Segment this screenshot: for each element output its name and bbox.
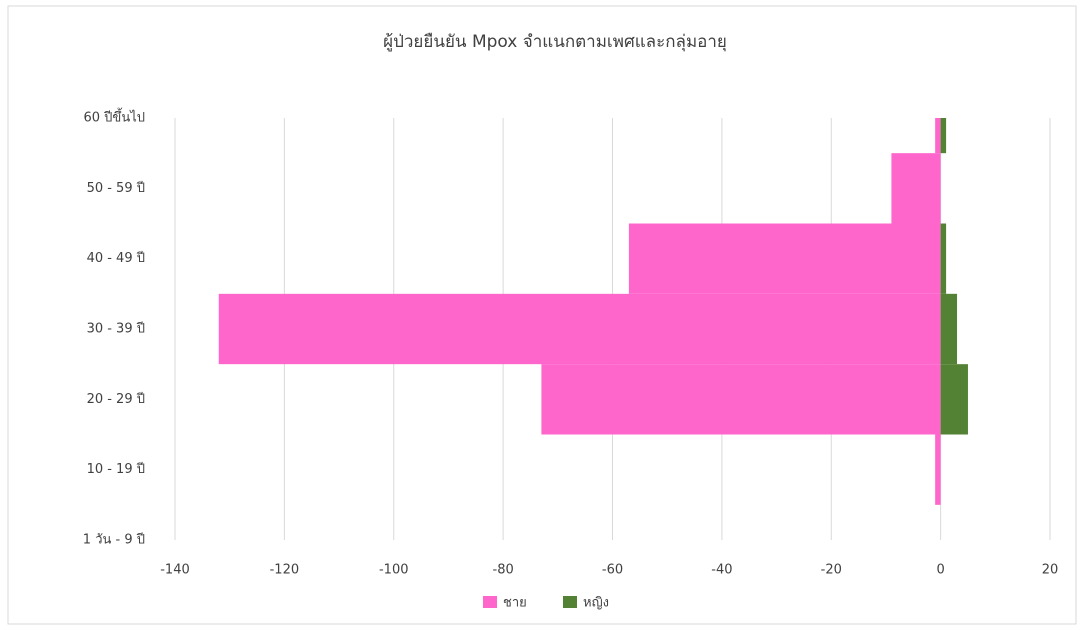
bar [940, 364, 968, 435]
bar [940, 293, 958, 365]
x-tick-label: -140 [160, 563, 190, 578]
bar [935, 434, 941, 505]
chart-title: ผู้ป่วยยืนยัน Mpox จำแนกตามเพศและกลุ่มอา… [383, 32, 727, 52]
y-tick-label: 40 - 49 ปี [87, 250, 145, 266]
bar [940, 223, 947, 294]
y-tick-label: 10 - 19 ปี [87, 461, 145, 477]
y-tick-label: 20 - 29 ปี [87, 391, 145, 407]
legend-label: ชาย [503, 596, 527, 611]
legend-swatch [563, 596, 577, 608]
x-tick-label: 0 [936, 563, 944, 578]
bar [891, 153, 941, 224]
x-tick-label: -60 [602, 563, 623, 578]
x-tick-label: 20 [1042, 563, 1059, 578]
y-tick-label: 1 วัน - 9 ปี [83, 532, 145, 548]
x-tick-label: -20 [821, 563, 842, 578]
bar [541, 364, 941, 435]
x-tick-label: -40 [711, 563, 732, 578]
legend-label: หญิง [583, 596, 609, 611]
legend-swatch [483, 596, 497, 608]
y-tick-label: 30 - 39 ปี [87, 321, 145, 337]
x-tick-label: -80 [493, 563, 514, 578]
bar [935, 118, 941, 154]
bar [628, 223, 941, 294]
y-tick-label: 60 ปีขึ้นไป [84, 108, 146, 126]
x-tick-label: -100 [379, 563, 409, 578]
bar [940, 118, 947, 154]
bar [218, 293, 941, 365]
y-tick-label: 50 - 59 ปี [87, 180, 145, 196]
x-tick-label: -120 [270, 563, 300, 578]
